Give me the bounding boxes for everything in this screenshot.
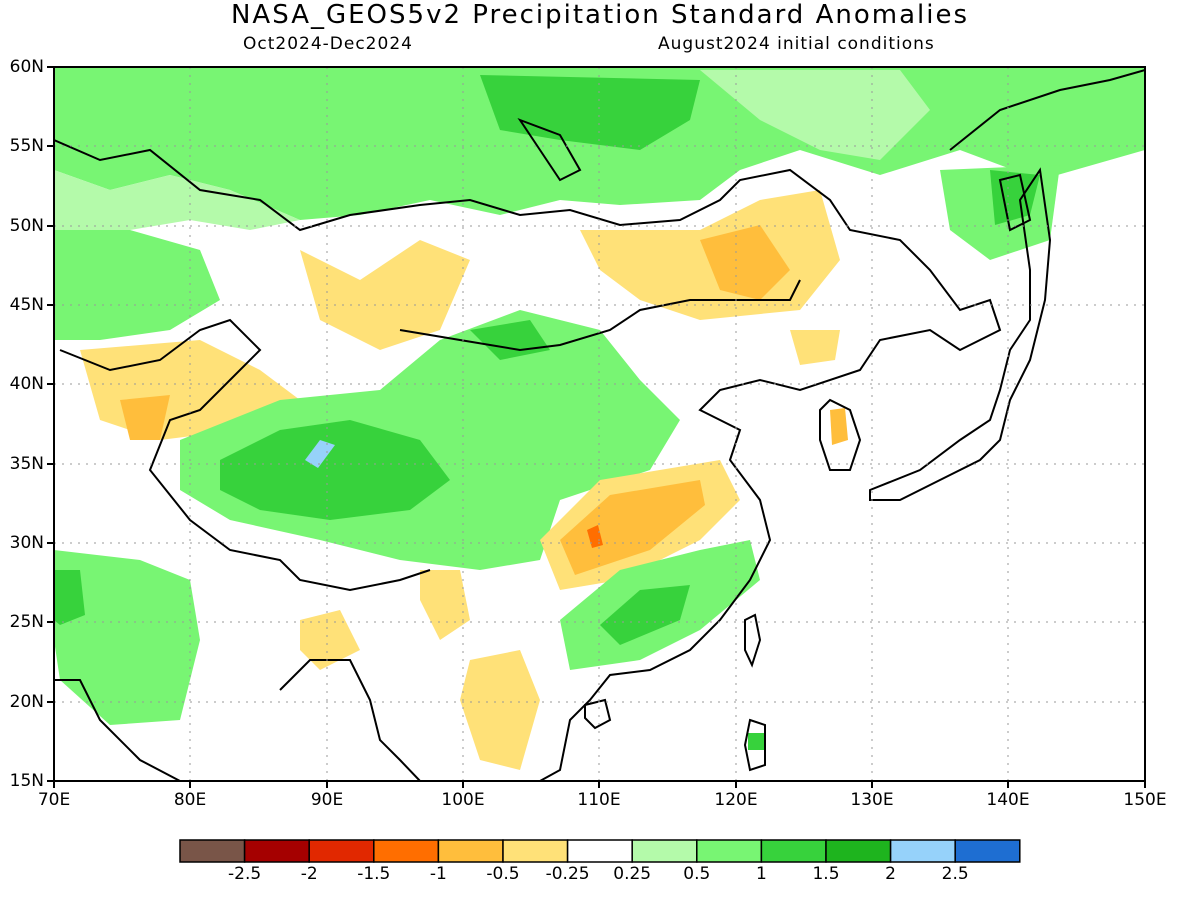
coastline (584, 698, 612, 730)
colorbar-label: 2.5 (941, 864, 969, 884)
anomaly-fields (54, 67, 1145, 781)
anomaly-region (305, 440, 335, 468)
y-tick-label: 60N (9, 57, 44, 77)
y-tick-label: 55N (9, 136, 44, 156)
border (59, 318, 431, 592)
colorbar-label: -1.5 (357, 864, 391, 884)
coastline (54, 139, 1002, 781)
y-tick-label: 50N (9, 216, 44, 236)
colorbar-label: -0.5 (486, 864, 520, 884)
coastline (279, 659, 421, 781)
colorbar-swatch (889, 839, 956, 863)
colorbar-label: -2.5 (228, 864, 262, 884)
colorbar-swatch (502, 839, 569, 863)
y-tick-label: 40N (9, 374, 44, 394)
colorbar-swatch (825, 839, 892, 863)
anomaly-region (54, 550, 200, 725)
anomaly-region (700, 225, 790, 300)
x-tick-label: 80E (173, 790, 207, 810)
anomaly-region (300, 240, 470, 350)
colorbar-swatch (308, 839, 375, 863)
x-tick-label: 110E (577, 790, 621, 810)
colorbar-swatch (760, 839, 827, 863)
border (399, 279, 801, 352)
y-tick-label: 30N (9, 533, 44, 553)
tick-marks (47, 66, 1146, 788)
coastline (869, 167, 1052, 501)
anomaly-region (54, 230, 220, 340)
anomaly-region (54, 570, 85, 625)
x-tick-label: 70E (37, 790, 71, 810)
x-tick-label: 130E (850, 790, 894, 810)
colorbar-swatch (437, 839, 504, 863)
anomaly-region (120, 395, 170, 440)
anomaly-region (587, 525, 603, 548)
x-tick-label: 120E (714, 790, 758, 810)
coastline (998, 173, 1032, 232)
colorbar-swatch (179, 839, 246, 863)
colorbar-swatch (373, 839, 440, 863)
colorbar-swatch (243, 839, 310, 863)
coastline (54, 679, 181, 781)
coastline (743, 718, 766, 772)
anomaly-region (300, 610, 360, 670)
colorbar-label: 0.5 (683, 864, 711, 884)
anomaly-region (54, 170, 300, 230)
coastline (744, 613, 762, 668)
x-tick-label: 140E (986, 790, 1030, 810)
y-tick-label: 45N (9, 295, 44, 315)
colorbar-label: -2 (300, 864, 318, 884)
anomaly-region (560, 480, 705, 575)
anomaly-region (600, 585, 690, 645)
coastline (517, 117, 582, 182)
colorbar-label: -1 (429, 864, 447, 884)
anomaly-region (420, 570, 470, 640)
colorbar-label: -0.25 (545, 864, 590, 884)
colorbar-swatch (631, 839, 698, 863)
colorbar (179, 839, 1021, 863)
x-tick-label: 150E (1123, 790, 1167, 810)
x-tick-label: 90E (310, 790, 344, 810)
y-tick-label: 35N (9, 454, 44, 474)
colorbar-label: 0.25 (613, 864, 652, 884)
anomaly-region (220, 420, 450, 520)
coastline (949, 69, 1145, 151)
forecast-period: Oct2024-Dec2024 (243, 34, 413, 54)
y-tick-label: 15N (9, 771, 44, 791)
coastlines (54, 69, 1145, 781)
colorbar-label: 1.5 (812, 864, 840, 884)
x-tick-label: 100E (441, 790, 485, 810)
anomaly-region (460, 650, 540, 770)
grid-lines (54, 67, 1145, 781)
colorbar-label: 1 (755, 864, 767, 884)
colorbar-swatch (954, 839, 1021, 863)
anomaly-region (470, 320, 550, 360)
anomaly-region (790, 330, 840, 365)
anomaly-region (480, 75, 700, 150)
anomaly-region (830, 408, 848, 445)
coastline (819, 398, 862, 471)
initial-conditions: August2024 initial conditions (658, 34, 935, 54)
y-tick-label: 25N (9, 612, 44, 632)
map-title: NASA_GEOS5v2 Precipitation Standard Anom… (230, 0, 970, 30)
anomaly-region (748, 733, 764, 750)
colorbar-swatch (696, 839, 763, 863)
y-tick-label: 20N (9, 692, 44, 712)
colorbar-swatch (566, 839, 633, 863)
colorbar-label: 2 (885, 864, 896, 884)
